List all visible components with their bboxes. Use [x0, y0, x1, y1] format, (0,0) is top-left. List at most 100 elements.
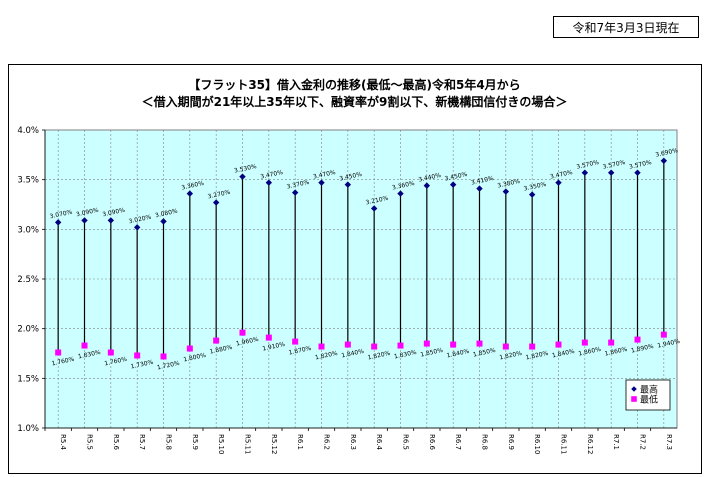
low-rate-point: [608, 339, 615, 346]
x-tick-label: R5.5: [86, 434, 94, 450]
high-rate-label: 3.080%: [154, 208, 178, 220]
high-rate-point: [397, 190, 404, 197]
low-rate-point: [371, 343, 378, 350]
low-rate-point: [81, 342, 88, 349]
x-tick-label: R6.5: [402, 434, 410, 450]
high-rate-point: [133, 224, 141, 231]
low-rate-label: 1.830%: [77, 349, 101, 361]
high-rate-label: 3.570%: [576, 159, 600, 171]
low-rate-label: 1.730%: [130, 359, 154, 371]
x-tick-label: R5.11: [244, 434, 252, 454]
y-tick-label: 4.0%: [17, 126, 39, 136]
high-rate-label: 3.090%: [75, 207, 99, 219]
x-tick-label: R6.1: [296, 434, 304, 450]
low-rate-point: [555, 341, 562, 348]
x-tick-label: R6.9: [507, 434, 515, 450]
x-tick-label: R6.11: [560, 434, 568, 454]
low-rate-label: 1.840%: [341, 348, 365, 360]
low-rate-point: [107, 349, 114, 356]
high-rate-point: [528, 191, 536, 198]
high-rate-point: [555, 179, 562, 186]
x-tick-label: R6.3: [349, 434, 357, 450]
low-rate-label: 1.960%: [235, 336, 259, 348]
low-rate-point: [265, 334, 272, 341]
low-rate-label: 1.870%: [288, 345, 312, 357]
high-rate-label: 3.470%: [312, 169, 336, 181]
low-rate-label: 1.840%: [446, 348, 470, 360]
x-tick-label: R5.6: [112, 434, 120, 451]
low-rate-label: 1.820%: [525, 350, 549, 362]
high-rate-label: 3.570%: [602, 159, 626, 171]
legend-high-marker: [631, 386, 637, 392]
low-rate-point: [239, 329, 246, 336]
low-rate-label: 1.800%: [183, 352, 207, 364]
high-rate-label: 3.410%: [470, 175, 494, 187]
low-rate-label: 1.940%: [657, 338, 681, 350]
high-rate-label: 3.070%: [49, 209, 73, 221]
x-tick-label: R5.12: [270, 434, 278, 454]
low-rate-point: [213, 337, 220, 344]
low-rate-label: 1.880%: [209, 344, 233, 356]
low-rate-label: 1.820%: [314, 350, 338, 362]
low-rate-label: 1.760%: [104, 356, 128, 368]
x-tick-label: R6.7: [454, 434, 462, 450]
chart-title: 【フラット35】借入金利の推移(最低～最高)令和5年4月から: [188, 78, 521, 92]
low-rate-point: [186, 345, 193, 352]
high-rate-label: 3.450%: [339, 171, 363, 183]
date-stamp: 令和7年3月3日現在: [553, 16, 699, 38]
legend-low-label: 最低: [640, 394, 658, 406]
high-rate-point: [502, 188, 510, 195]
high-rate-point: [449, 181, 457, 188]
high-rate-point: [634, 169, 641, 176]
high-rate-label: 3.470%: [549, 169, 573, 181]
x-tick-label: R6.12: [586, 434, 594, 454]
high-rate-point: [160, 218, 167, 225]
low-rate-point: [344, 341, 351, 348]
low-rate-label: 1.720%: [156, 360, 180, 372]
high-rate-point: [423, 182, 431, 189]
low-rate-point: [318, 343, 325, 350]
high-rate-point: [291, 189, 299, 196]
y-tick-label: 3.5%: [17, 176, 39, 186]
legend-low-marker: [631, 396, 637, 402]
high-rate-label: 3.370%: [286, 179, 310, 191]
high-rate-label: 3.570%: [628, 159, 652, 171]
x-tick-label: R6.10: [533, 434, 541, 454]
high-rate-point: [476, 185, 483, 192]
high-rate-label: 3.380%: [497, 178, 521, 190]
legend-box: [625, 379, 671, 411]
high-rate-label: 3.530%: [233, 163, 257, 175]
high-rate-point: [660, 157, 668, 164]
high-rate-label: 3.270%: [207, 189, 231, 201]
low-rate-point: [529, 343, 536, 350]
y-tick-label: 2.0%: [17, 325, 39, 335]
high-rate-point: [581, 169, 589, 176]
high-rate-point: [344, 181, 352, 188]
low-rate-label: 1.910%: [262, 341, 286, 353]
low-rate-label: 1.860%: [604, 346, 628, 358]
low-rate-label: 1.820%: [367, 350, 391, 362]
high-rate-point: [265, 179, 273, 186]
x-tick-label: R6.2: [323, 434, 331, 450]
high-rate-label: 3.470%: [260, 169, 284, 181]
high-rate-point: [318, 179, 325, 186]
low-rate-point: [134, 352, 141, 359]
low-rate-label: 1.830%: [393, 349, 417, 361]
high-rate-label: 3.090%: [102, 207, 126, 219]
x-tick-label: R6.8: [481, 434, 489, 450]
low-rate-point: [634, 336, 641, 343]
high-rate-point: [239, 173, 246, 180]
x-tick-label: R5.4: [59, 434, 67, 451]
low-rate-point: [292, 338, 299, 345]
low-rate-point: [423, 340, 430, 347]
high-rate-point: [370, 205, 378, 212]
y-tick-label: 1.0%: [17, 424, 39, 434]
high-rate-point: [212, 199, 220, 206]
high-rate-point: [54, 219, 62, 226]
low-rate-label: 1.840%: [551, 348, 575, 360]
y-tick-label: 1.5%: [17, 374, 39, 384]
low-rate-point: [581, 339, 588, 346]
high-rate-label: 3.690%: [655, 147, 679, 159]
x-tick-label: R5.8: [165, 434, 173, 450]
low-rate-label: 1.850%: [472, 347, 496, 359]
